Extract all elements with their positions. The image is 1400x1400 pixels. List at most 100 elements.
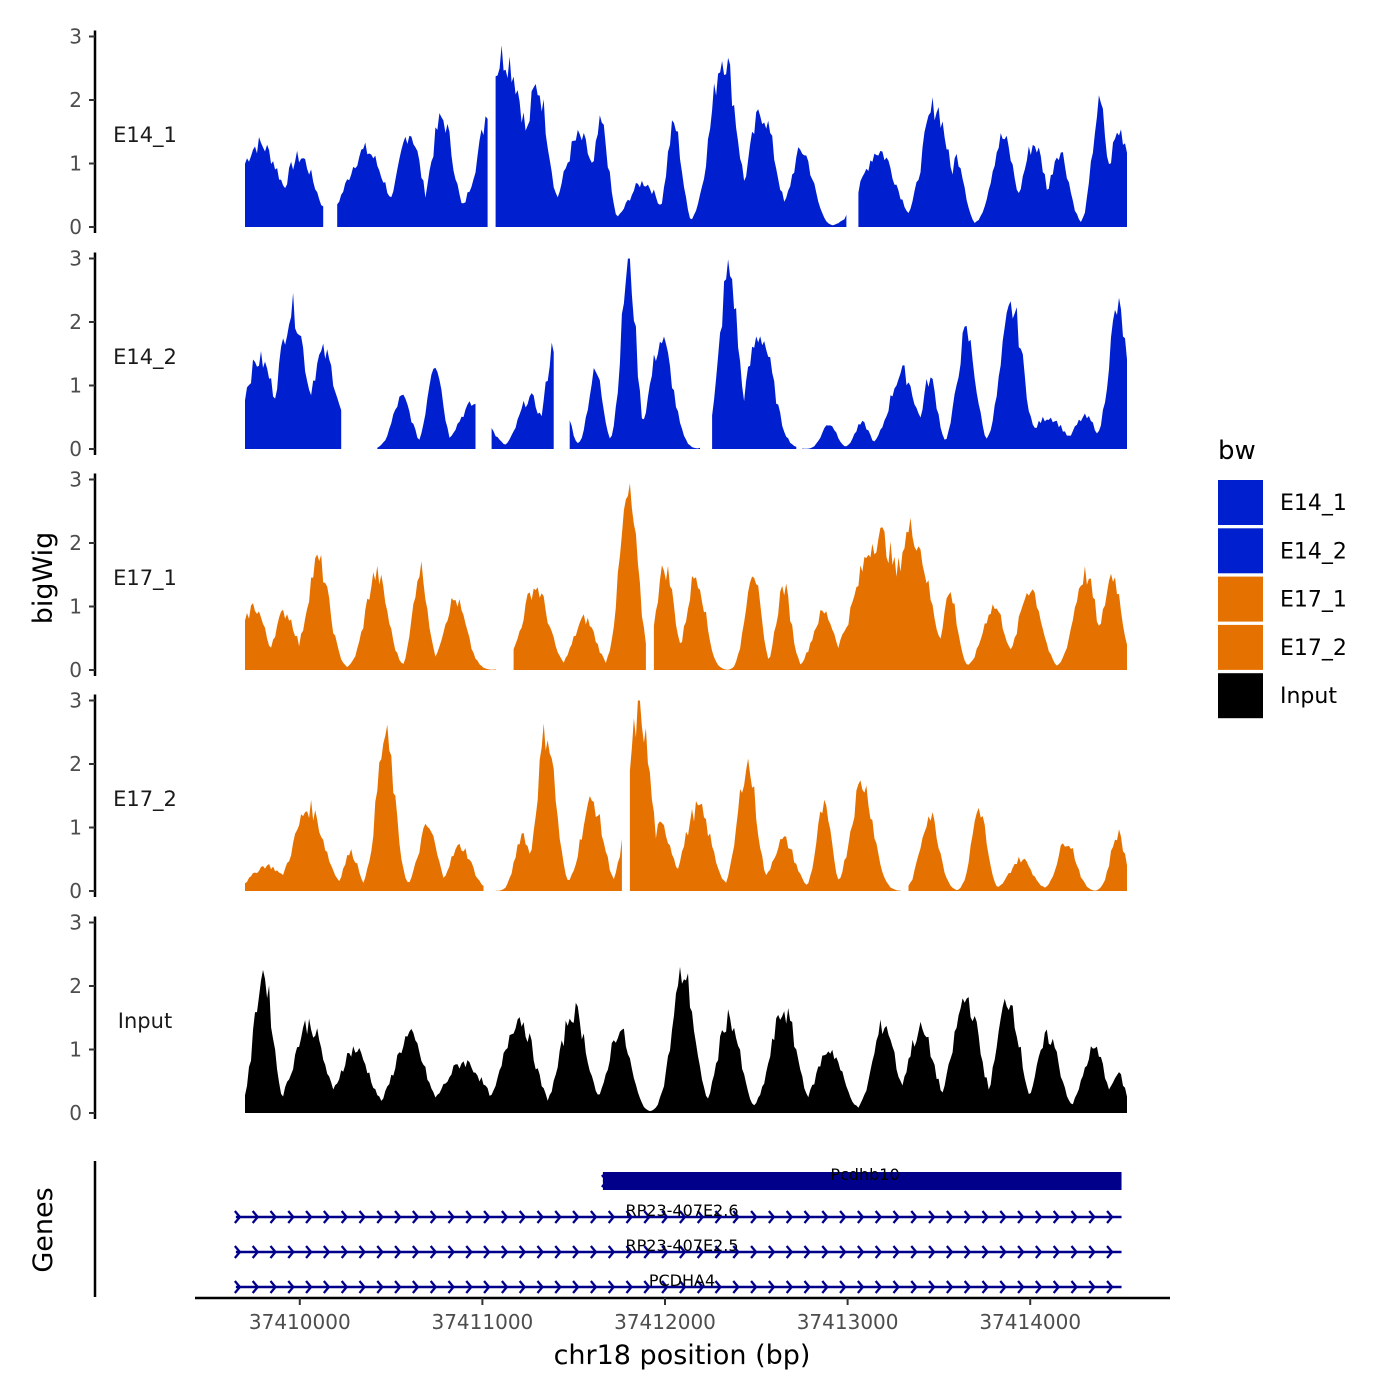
strand-arrow [518, 1280, 527, 1294]
y-tick-label: 2 [69, 974, 82, 998]
signal-area [569, 258, 700, 449]
strand-arrow [981, 1210, 989, 1224]
signal-area [513, 483, 646, 670]
legend-entry-e17-2: E17_2 [1218, 624, 1347, 670]
strand-arrow [714, 1245, 722, 1259]
strand-arrow [465, 1210, 473, 1224]
strand-arrow [376, 1280, 384, 1294]
strand-arrow [910, 1210, 918, 1224]
strand-arrow [287, 1245, 295, 1259]
x-axis: 37410000 37411000 37412000 37413000 37414000 [195, 1296, 1170, 1334]
strand-arrow [358, 1245, 366, 1259]
strand-arrow [856, 1280, 865, 1294]
strand-arrow [1034, 1280, 1043, 1294]
strand-arrow [500, 1245, 509, 1259]
y-tick-label: 2 [69, 752, 82, 776]
legend-swatch [1218, 624, 1263, 670]
signal-area [245, 554, 496, 670]
strand-arrow [743, 1174, 751, 1188]
strand-arrow [981, 1280, 989, 1294]
strand-arrow [1034, 1210, 1043, 1224]
strand-arrow [1028, 1174, 1036, 1188]
strand-arrow [821, 1280, 829, 1294]
strand-arrow [945, 1280, 954, 1294]
signal-area [495, 45, 847, 227]
track-label: E14_1 [113, 123, 177, 148]
strand-arrow [957, 1174, 965, 1188]
strand-arrow [974, 1174, 983, 1188]
strand-arrow [572, 1280, 580, 1294]
strand-arrow [536, 1210, 544, 1224]
strand-arrow [233, 1210, 242, 1224]
strand-arrow [305, 1210, 313, 1224]
signal-area [858, 95, 1127, 227]
strand-arrow [233, 1280, 242, 1294]
y-tick-label: 1 [69, 374, 82, 398]
strand-arrow [572, 1210, 580, 1224]
y-tick-label: 0 [69, 658, 82, 682]
gene-pcdha4: PCDHA4 [233, 1271, 1122, 1294]
strand-arrow [483, 1245, 491, 1259]
strand-arrow [696, 1210, 705, 1224]
y-tick-label: 0 [69, 1101, 82, 1125]
legend-label: E14_2 [1280, 539, 1347, 564]
gene-label: PCDHA4 [649, 1271, 715, 1290]
strand-arrow [803, 1245, 811, 1259]
y-tick-label: 1 [69, 1038, 82, 1062]
y-tick-label: 1 [69, 816, 82, 840]
strand-arrow [1088, 1245, 1096, 1259]
strand-arrow [1052, 1245, 1061, 1259]
strand-arrow [779, 1174, 787, 1188]
signal-area [245, 724, 484, 891]
legend-swatch [1218, 528, 1263, 574]
strand-arrow [992, 1174, 1001, 1188]
strand-arrow [287, 1280, 295, 1294]
signal-area [495, 723, 622, 891]
strand-arrow [1070, 1280, 1078, 1294]
strand-arrow [340, 1245, 349, 1259]
strand-arrow [796, 1174, 805, 1188]
x-tick-label: 37411000 [431, 1310, 533, 1334]
strand-arrow [589, 1210, 598, 1224]
strand-arrow [725, 1174, 734, 1188]
strand-arrow [761, 1174, 769, 1188]
strand-arrow [358, 1280, 366, 1294]
strand-arrow [981, 1245, 989, 1259]
strand-arrow [1017, 1210, 1025, 1224]
gene-label: RP23-407E2.5 [626, 1236, 739, 1255]
strand-arrow [654, 1174, 662, 1188]
strand-arrow [607, 1245, 616, 1259]
track-label: Input [118, 1009, 172, 1033]
gene-rp23-407e2-6: RP23-407E2.6 [233, 1201, 1122, 1224]
strand-arrow [868, 1174, 876, 1188]
strand-arrow [892, 1280, 900, 1294]
strand-arrow [411, 1245, 420, 1259]
signal-area [337, 113, 488, 227]
legend-title: bw [1218, 436, 1256, 466]
strand-arrow [874, 1245, 883, 1259]
panel-input: 0 1 2 3 Input [69, 911, 1127, 1125]
gene-label: Pcdhb10 [830, 1165, 899, 1184]
strand-arrow [447, 1280, 455, 1294]
strand-arrow [885, 1174, 894, 1188]
strand-arrow [589, 1280, 598, 1294]
strand-arrow [1081, 1174, 1090, 1188]
strand-arrow [1052, 1280, 1061, 1294]
strand-arrow [269, 1280, 277, 1294]
strand-arrow [447, 1245, 455, 1259]
gene-track-label: Genes [28, 1187, 59, 1272]
strand-arrow [803, 1210, 811, 1224]
strand-arrow [1099, 1174, 1107, 1188]
strand-arrow [661, 1210, 669, 1224]
strand-arrow [678, 1245, 687, 1259]
signal-area [653, 517, 1127, 670]
strand-arrow [839, 1210, 847, 1224]
strand-arrow [233, 1245, 242, 1259]
strand-arrow [500, 1280, 509, 1294]
strand-arrow [411, 1280, 420, 1294]
strand-arrow [625, 1280, 633, 1294]
panel-e14-2: 0 1 2 3 E14_2 [69, 247, 1127, 461]
strand-arrow [572, 1245, 580, 1259]
strand-arrow [251, 1210, 260, 1224]
strand-arrow [376, 1245, 384, 1259]
